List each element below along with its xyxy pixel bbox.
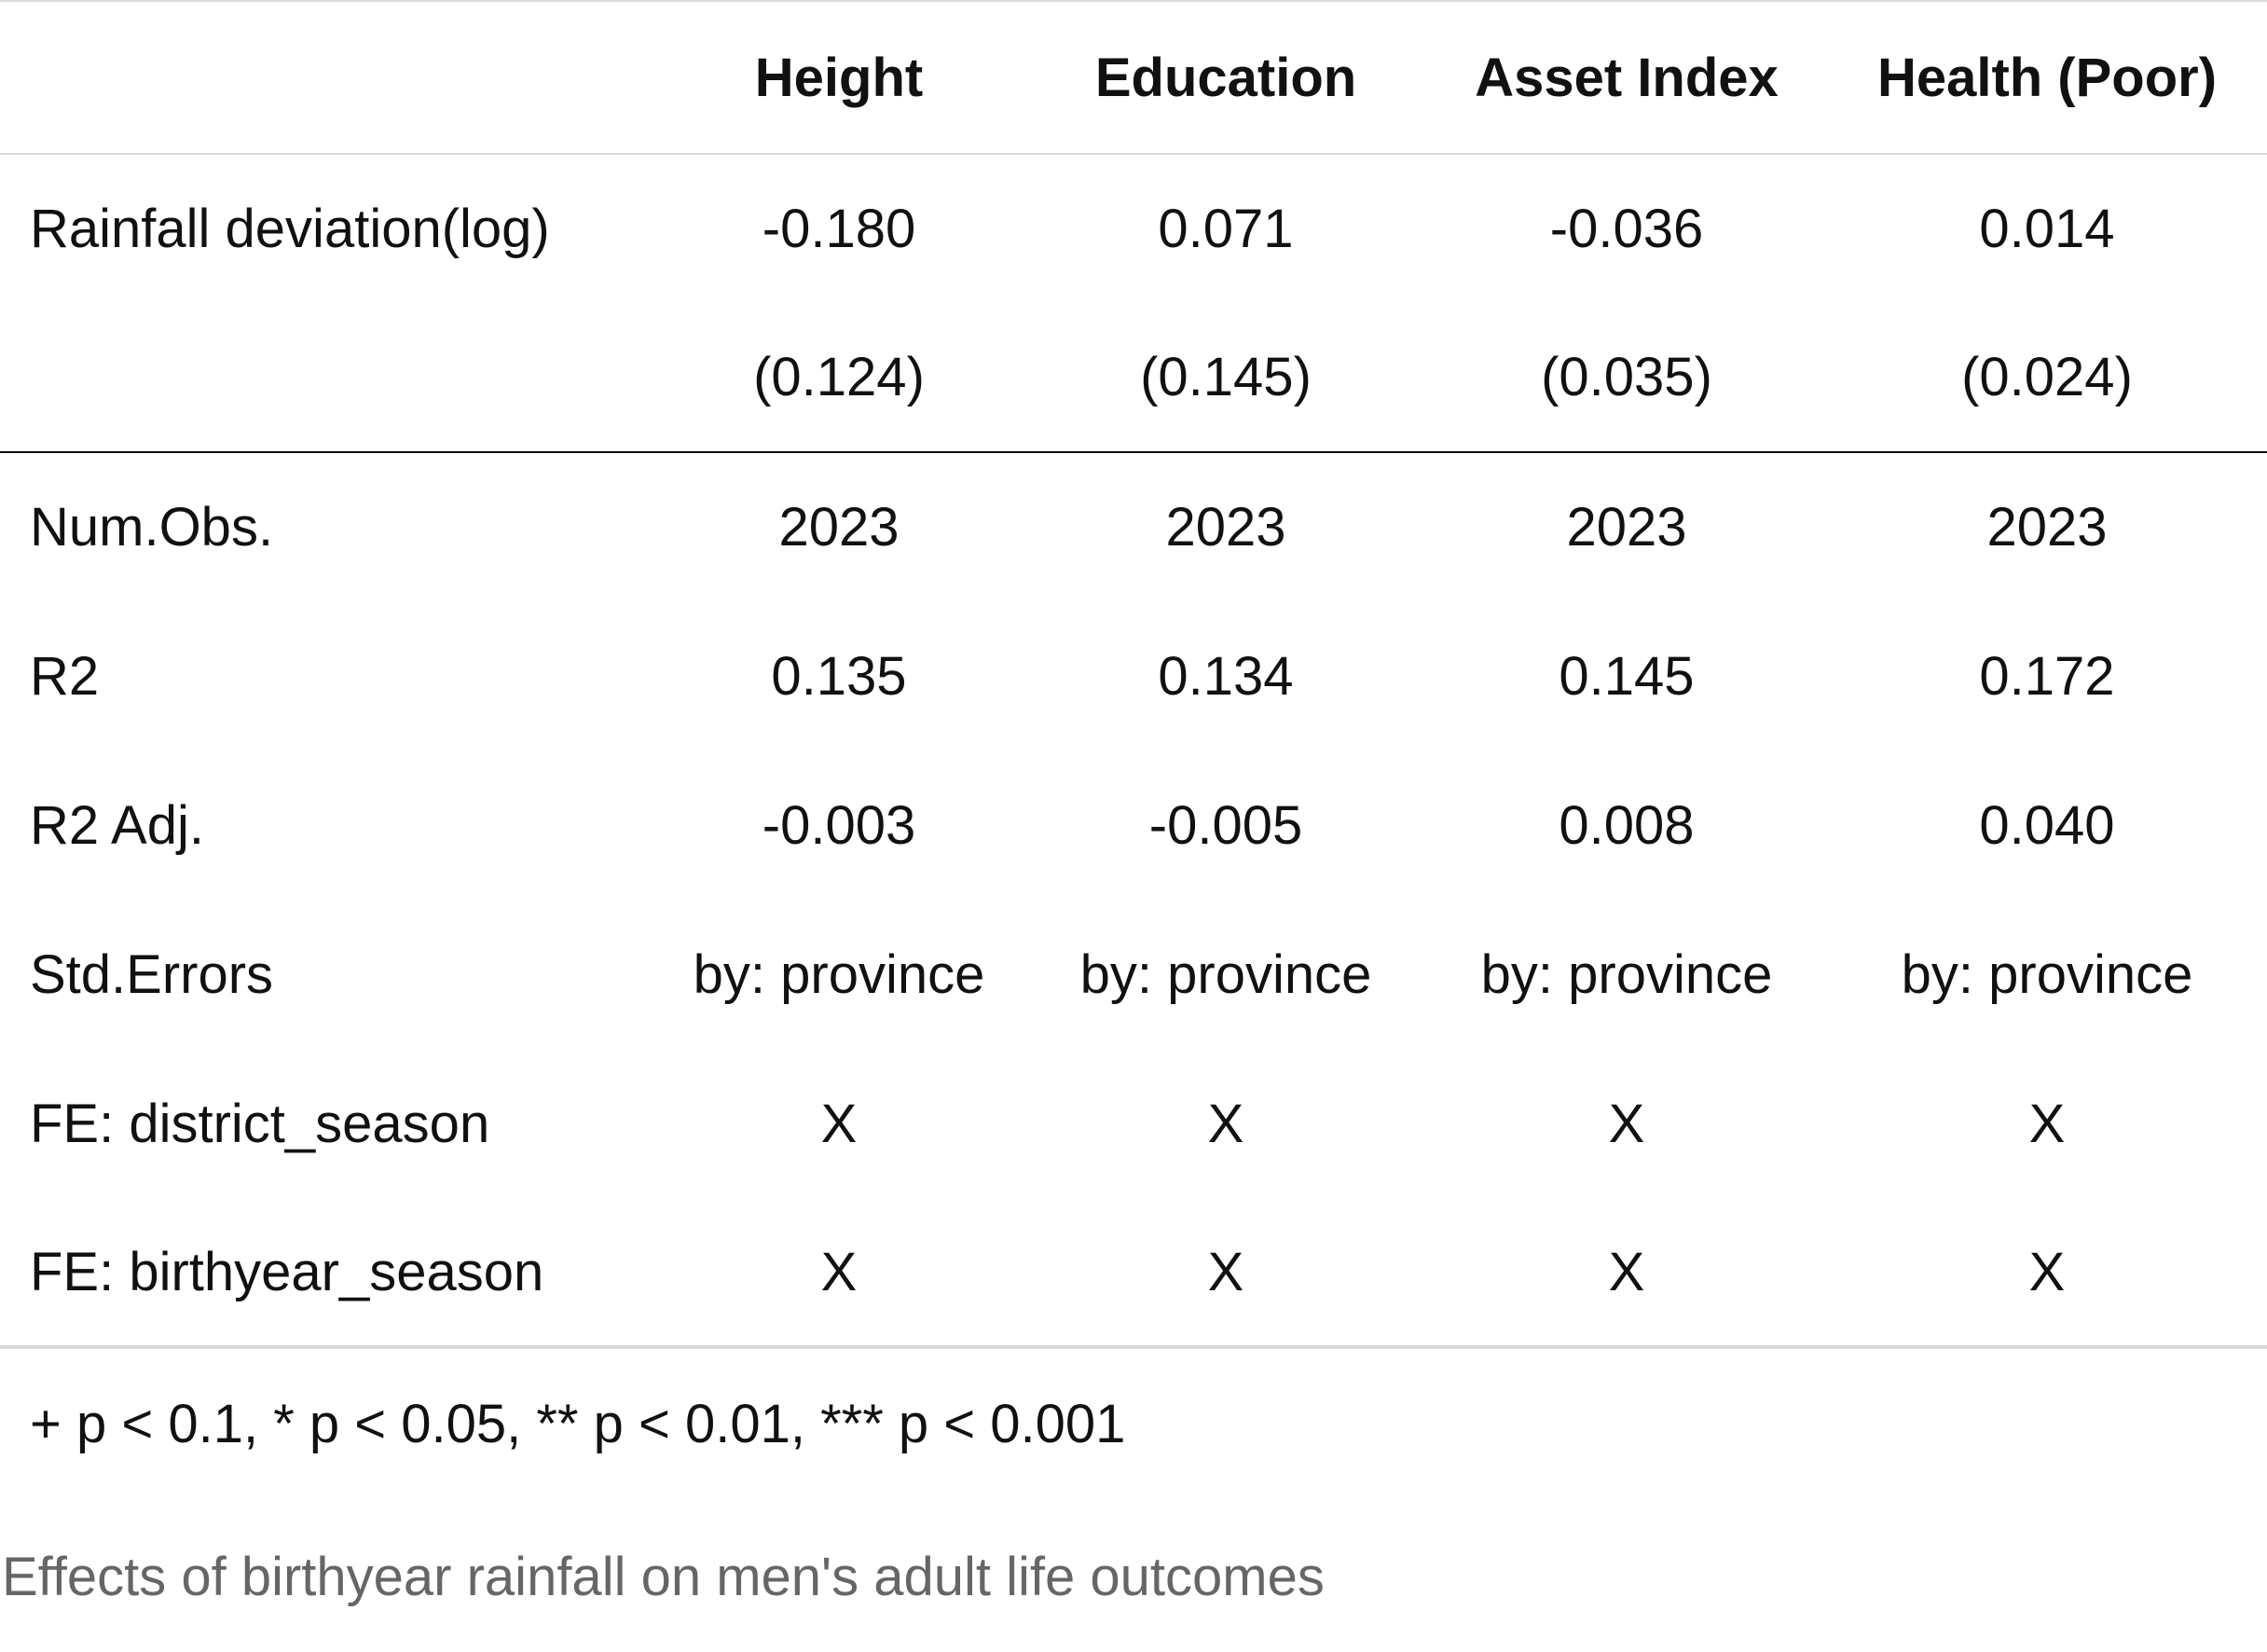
table-cell: -0.005: [1148, 794, 1303, 856]
table-cell: X: [1827, 1198, 2267, 1349]
header-cell-blank: [0, 1, 653, 154]
row-label: R2: [30, 645, 100, 707]
table-caption: Effects of birthyear rainfall on men's a…: [2, 1547, 1325, 1607]
table-cell: 2023: [653, 451, 1025, 601]
table-cell: -0.036: [1549, 199, 1704, 259]
table-cell: by: province: [1901, 943, 2193, 1005]
row-label: [0, 303, 653, 452]
table-cell: (0.035): [1541, 347, 1712, 407]
coefficient-row: Rainfall deviation(log) -0.180 0.071 -0.…: [0, 154, 2267, 303]
table-cell: 0.145: [1559, 645, 1695, 707]
stat-row-r2: R2 0.135 0.134 0.145 0.172: [0, 601, 2267, 750]
table-cell: X: [1426, 1198, 1827, 1349]
stat-row-r2-adj: R2 Adj. -0.003 -0.005 0.008 0.040: [0, 750, 2267, 900]
table-cell: 2023: [1025, 451, 1426, 601]
row-label: Rainfall deviation(log): [30, 199, 550, 259]
stat-row-num-obs: Num.Obs. 2023 2023 2023 2023: [0, 451, 2267, 601]
table-cell: 0.014: [1979, 199, 2115, 259]
header-cell-asset-index: Asset Index: [1475, 47, 1779, 108]
table-cell: 0.071: [1158, 199, 1294, 259]
table-cell: 0.134: [1158, 645, 1294, 707]
table-cell: 2023: [1827, 451, 2267, 601]
regression-table: Height Education Asset Index Health (Poo…: [0, 1, 2267, 1349]
table-cell: 0.172: [1979, 645, 2115, 707]
table-cell: 0.008: [1559, 794, 1695, 856]
table-cell: X: [1608, 1093, 1645, 1154]
row-label: FE: district_season: [30, 1093, 490, 1154]
standard-error-row: (0.124) (0.145) (0.035) (0.024): [0, 303, 2267, 452]
table-cell: by: province: [1079, 943, 1372, 1005]
table-cell: (0.024): [1961, 347, 2133, 407]
row-label: FE: birthyear_season: [0, 1198, 653, 1349]
table-cell: X: [653, 1198, 1025, 1349]
header-cell-health-poor: Health (Poor): [1876, 47, 2218, 108]
significance-notes: + p < 0.1, * p < 0.05, ** p < 0.01, *** …: [30, 1394, 1126, 1454]
header-row: Height Education Asset Index Health (Poo…: [0, 1, 2267, 154]
header-cell-height: Height: [754, 47, 924, 108]
table-cell: (0.145): [1140, 347, 1312, 407]
table-cell: 0.040: [1979, 794, 2115, 856]
table-cell: X: [1207, 1093, 1244, 1154]
table-cell: by: province: [1480, 943, 1773, 1005]
table-cell: 0.135: [771, 645, 907, 707]
table-cell: X: [820, 1093, 858, 1154]
row-label: Num.Obs.: [0, 451, 653, 601]
table-cell: -0.003: [762, 794, 916, 856]
stat-row-fe-birthyear-season: FE: birthyear_season X X X X: [0, 1198, 2267, 1349]
header-cell-education: Education: [1094, 47, 1357, 108]
table-cell: (0.124): [753, 347, 925, 407]
row-label: R2 Adj.: [30, 794, 204, 856]
stat-row-std-errors: Std.Errors by: province by: province by:…: [0, 900, 2267, 1049]
row-label: Std.Errors: [30, 943, 274, 1005]
table-cell: by: province: [693, 943, 985, 1005]
table-cell: 2023: [1426, 451, 1827, 601]
table-cell: X: [2028, 1093, 2066, 1154]
table-cell: -0.180: [762, 199, 916, 259]
table-cell: X: [1025, 1198, 1426, 1349]
stat-row-fe-district-season: FE: district_season X X X X: [0, 1049, 2267, 1198]
regression-table-container: Height Education Asset Index Health (Poo…: [0, 1, 2267, 1349]
